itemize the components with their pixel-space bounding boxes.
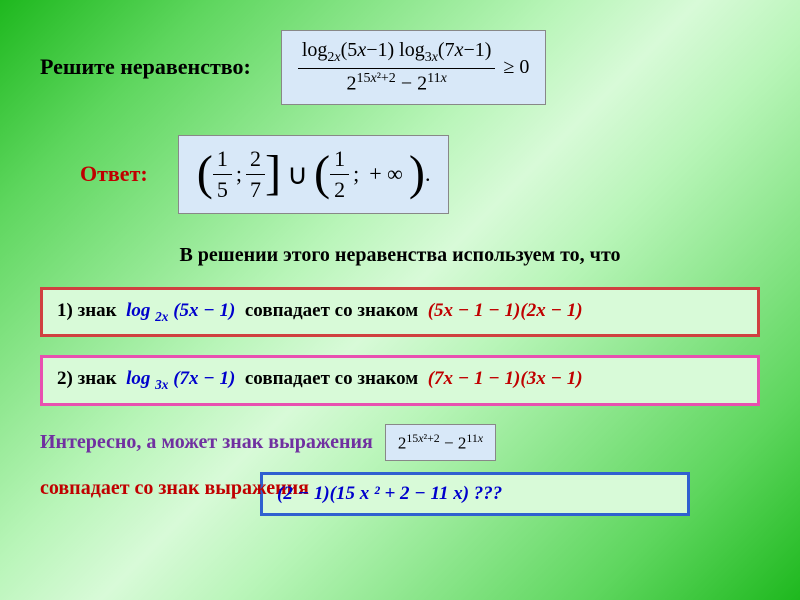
- main-inequality: log2x(5x−1) log3x(7x−1) 215x²+2 − 211x ≥…: [281, 30, 547, 105]
- final-expression: (2 − 1)(15 x ² + 2 − 11 x) ???: [260, 472, 690, 516]
- relation: ≥ 0: [503, 56, 529, 79]
- rule-2: 2) знак log 3x (7x − 1) совпадает со зна…: [40, 355, 760, 406]
- small-expression: 215x²+2 − 211x: [385, 424, 496, 461]
- interest-text: Интересно, а может знак выражения: [40, 431, 373, 454]
- numerator: log2x(5x−1) log3x(7x−1): [298, 39, 496, 69]
- rule-1: 1) знак log 2x (5x − 1) совпадает со зна…: [40, 287, 760, 338]
- final-label: совпадает со знак выражения: [40, 477, 309, 500]
- explanation-intro: В решении этого неравенства используем т…: [40, 244, 760, 267]
- problem-title: Решите неравенство:: [40, 54, 251, 80]
- answer-intervals: ( 15 ; 27 ] ∪ ( 12 ; + ∞ ) .: [178, 135, 450, 214]
- answer-label: Ответ:: [80, 161, 148, 187]
- denominator: 215x²+2 − 211x: [343, 69, 451, 96]
